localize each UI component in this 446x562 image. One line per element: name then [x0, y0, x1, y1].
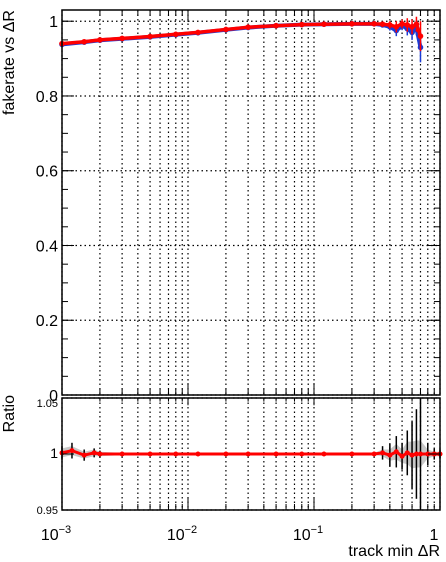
data-point [173, 31, 179, 37]
data-point [147, 34, 153, 40]
data-point [404, 22, 410, 28]
ratio-point [82, 453, 87, 458]
data-point [223, 27, 229, 33]
ratio-point [349, 452, 354, 457]
ratio-point [394, 449, 399, 454]
ratio-point [321, 452, 326, 457]
data-point [81, 39, 87, 45]
data-point [195, 30, 201, 36]
ratio-point [97, 452, 102, 457]
y-tick-label: 0.2 [36, 313, 58, 330]
ratio-point [195, 452, 200, 457]
ratio-point [274, 452, 279, 457]
y-tick-label: 0.6 [36, 164, 58, 181]
ratio-point [120, 452, 125, 457]
ratio-point [410, 453, 415, 458]
data-point [321, 21, 327, 27]
data-point [349, 21, 355, 27]
data-point [399, 21, 405, 27]
ratio-point [223, 452, 228, 457]
ratio-point [246, 452, 251, 457]
y-tick-label: 1.05 [37, 398, 58, 410]
data-point [273, 23, 279, 29]
ratio-point [69, 448, 74, 453]
ratio-point [92, 450, 97, 455]
data-point [380, 21, 386, 27]
data-point [245, 24, 251, 30]
ratio-point [380, 450, 385, 455]
ratio-point [405, 450, 410, 455]
data-point [371, 21, 377, 27]
ratio-point [299, 452, 304, 457]
ratio-point [173, 452, 178, 457]
data-point [394, 24, 400, 30]
data-point [299, 22, 305, 28]
data-point [387, 22, 393, 28]
data-point [119, 36, 125, 42]
data-point [97, 37, 103, 43]
y-tick-label: 0.8 [36, 89, 58, 106]
ratio-point [372, 452, 377, 457]
y-tick-label: 1 [50, 445, 58, 461]
y-tick-label: 0.95 [37, 505, 58, 517]
ratio-point [148, 452, 153, 457]
ratio-point [400, 454, 405, 459]
data-point [414, 21, 420, 27]
y-tick-label: 1 [49, 14, 58, 31]
top-y-axis-label: fakerate vs ΔR [1, 10, 18, 115]
x-tick-label: 1 [430, 527, 439, 544]
ratio-point [387, 453, 392, 458]
x-axis-label: track min ΔR [348, 543, 440, 560]
ratio-y-axis-label: Ratio [1, 395, 18, 432]
data-point [418, 33, 424, 39]
ratio-point [418, 452, 423, 457]
y-tick-label: 0.4 [36, 238, 58, 255]
